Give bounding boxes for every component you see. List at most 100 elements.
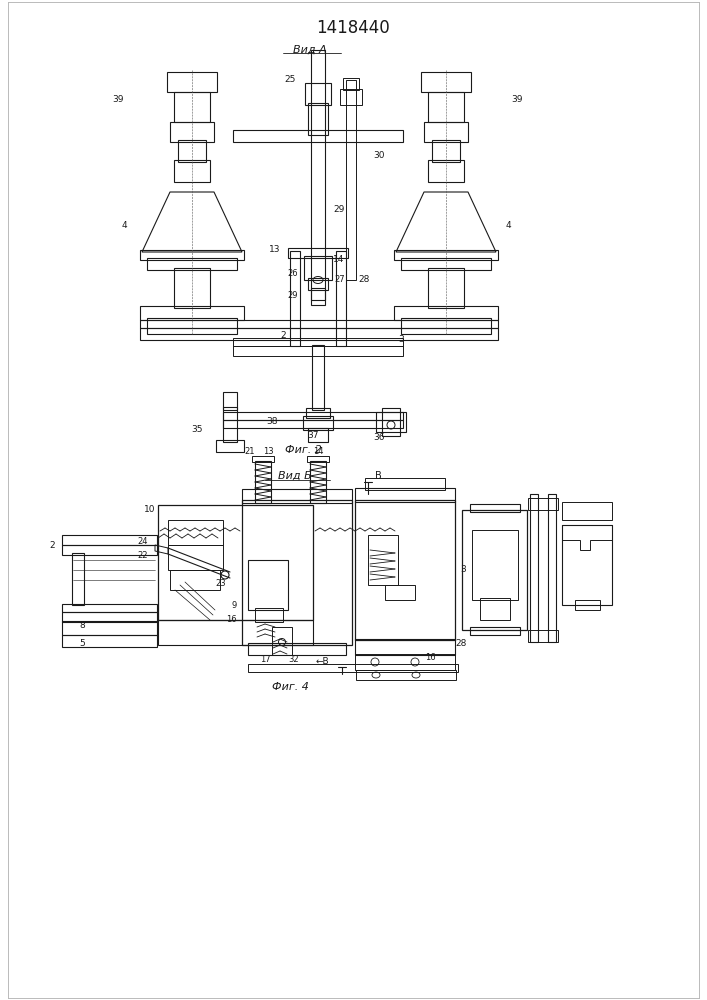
Bar bbox=[174, 92, 210, 122]
Bar bbox=[548, 494, 556, 642]
Bar bbox=[233, 346, 403, 356]
Bar bbox=[62, 535, 157, 545]
Text: 29: 29 bbox=[288, 290, 298, 300]
Bar bbox=[167, 72, 217, 92]
Bar bbox=[170, 570, 220, 590]
Text: 9: 9 bbox=[232, 600, 237, 609]
Text: 10: 10 bbox=[144, 506, 155, 514]
Bar bbox=[343, 78, 359, 90]
Text: 24: 24 bbox=[137, 538, 148, 546]
Bar bbox=[248, 643, 346, 655]
Bar bbox=[530, 494, 538, 642]
Bar bbox=[472, 530, 518, 600]
Bar bbox=[308, 278, 328, 290]
Text: 28: 28 bbox=[455, 639, 467, 648]
Text: 21: 21 bbox=[245, 448, 255, 456]
Bar bbox=[382, 408, 400, 436]
Bar bbox=[140, 320, 498, 328]
Bar bbox=[336, 251, 346, 346]
Bar bbox=[140, 306, 244, 320]
Bar bbox=[242, 500, 352, 645]
Text: 16: 16 bbox=[425, 654, 436, 662]
Text: 13: 13 bbox=[263, 448, 274, 456]
Text: Фиг. 2: Фиг. 2 bbox=[284, 445, 322, 455]
Bar bbox=[223, 392, 237, 410]
Text: 2: 2 bbox=[281, 330, 286, 340]
Bar bbox=[432, 140, 460, 162]
Text: 39: 39 bbox=[511, 96, 522, 104]
Bar bbox=[272, 627, 292, 655]
Bar bbox=[178, 140, 206, 162]
Bar bbox=[310, 461, 326, 503]
Text: 4: 4 bbox=[122, 221, 127, 230]
Bar bbox=[394, 250, 498, 260]
Bar bbox=[223, 407, 237, 442]
Bar bbox=[428, 268, 464, 308]
Bar bbox=[421, 72, 471, 92]
Bar bbox=[72, 553, 84, 605]
Bar bbox=[62, 604, 157, 612]
Text: 3: 3 bbox=[460, 566, 466, 574]
Text: 27: 27 bbox=[334, 275, 344, 284]
Text: 30: 30 bbox=[373, 150, 385, 159]
Text: 3: 3 bbox=[398, 334, 404, 344]
Bar bbox=[385, 585, 415, 600]
Bar bbox=[428, 160, 464, 182]
Bar bbox=[424, 122, 468, 142]
Text: 35: 35 bbox=[192, 426, 203, 434]
Bar bbox=[355, 639, 455, 655]
Bar bbox=[174, 160, 210, 182]
Text: 37: 37 bbox=[308, 430, 319, 440]
Text: В: В bbox=[375, 471, 382, 481]
Bar bbox=[303, 416, 333, 430]
Bar bbox=[462, 510, 527, 630]
Bar bbox=[365, 478, 445, 490]
Bar bbox=[147, 258, 237, 270]
Text: Вид А: Вид А bbox=[293, 45, 327, 55]
Bar bbox=[62, 545, 157, 555]
Bar bbox=[562, 502, 612, 520]
Bar bbox=[233, 338, 403, 346]
Bar bbox=[312, 345, 324, 410]
Text: 28: 28 bbox=[358, 275, 369, 284]
Bar bbox=[255, 608, 283, 622]
Text: 1418440: 1418440 bbox=[316, 19, 390, 37]
Text: 13: 13 bbox=[269, 245, 280, 254]
Bar bbox=[174, 268, 210, 308]
Text: 2: 2 bbox=[49, 540, 55, 550]
Text: 4: 4 bbox=[506, 221, 512, 230]
Text: 25: 25 bbox=[285, 76, 296, 85]
Bar bbox=[158, 505, 313, 620]
Bar bbox=[428, 92, 464, 122]
Bar bbox=[394, 306, 498, 320]
Text: ←В: ←В bbox=[315, 658, 329, 666]
Bar bbox=[62, 612, 157, 622]
Bar bbox=[255, 461, 271, 503]
Bar bbox=[356, 670, 456, 680]
Text: 39: 39 bbox=[112, 96, 124, 104]
Bar bbox=[242, 489, 352, 503]
Bar bbox=[470, 504, 520, 512]
Bar bbox=[248, 560, 288, 610]
Bar bbox=[346, 80, 356, 280]
Text: Фиг. 4: Фиг. 4 bbox=[271, 682, 308, 692]
Bar bbox=[140, 250, 244, 260]
Bar bbox=[401, 258, 491, 270]
Bar bbox=[355, 654, 455, 670]
Bar bbox=[216, 440, 244, 452]
Bar bbox=[290, 251, 300, 346]
Bar bbox=[562, 525, 612, 605]
Text: 38: 38 bbox=[267, 418, 278, 426]
Bar bbox=[470, 627, 520, 635]
Bar bbox=[288, 248, 348, 258]
Text: 14: 14 bbox=[312, 448, 323, 456]
Bar bbox=[170, 122, 214, 142]
Bar bbox=[233, 130, 403, 142]
Bar bbox=[368, 535, 398, 585]
Bar bbox=[62, 635, 157, 647]
Text: Вид Б: Вид Б bbox=[278, 471, 312, 481]
Bar bbox=[528, 498, 558, 510]
Text: 16: 16 bbox=[226, 615, 237, 624]
Text: 23: 23 bbox=[215, 580, 226, 588]
Text: 36: 36 bbox=[373, 434, 385, 442]
